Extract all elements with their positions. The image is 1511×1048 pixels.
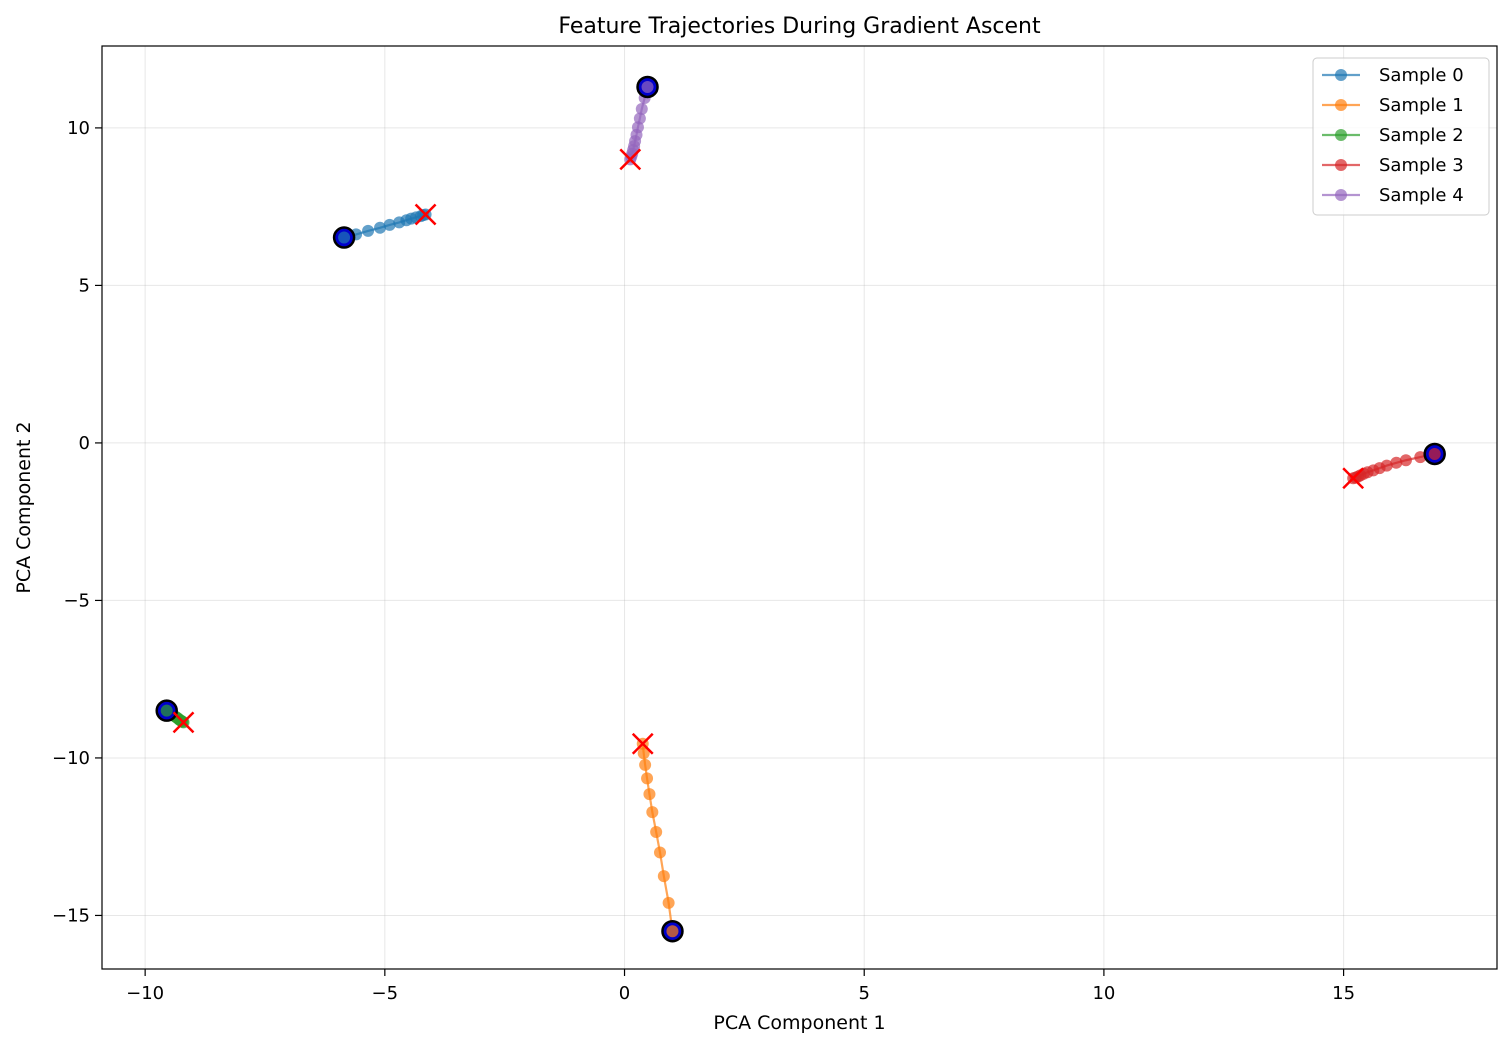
end-marker-stroke [1342,467,1365,490]
y-tick-label: 10 [67,118,90,139]
start-marker [1423,442,1446,466]
end-marker [414,203,437,226]
x-tick-label: 5 [858,983,869,1004]
end-marker-stroke [414,203,437,226]
x-tick-label: 10 [1092,983,1115,1004]
y-tick-label: 0 [79,433,90,454]
legend-marker [1335,159,1347,171]
y-tick-label: −10 [52,748,90,769]
x-tick-label: 0 [619,983,630,1004]
x-tick-label: 15 [1332,983,1355,1004]
data-point [641,772,654,785]
legend-item: Sample 1 [1322,95,1464,116]
legend-box [1312,57,1490,216]
y-tick-label: −15 [52,905,90,926]
start-point [666,925,679,938]
start-marker [636,75,659,99]
legend-item: Sample 2 [1322,125,1464,146]
legend-item: Sample 4 [1322,185,1464,206]
data-point [646,806,659,819]
axis-ticks: −10 −5 0 5 10 15 −15 −10 −5 0 5 10 [52,118,1355,1004]
end-marker-stroke [619,148,642,171]
legend-marker [1335,69,1347,81]
data-point [374,221,387,234]
data-point [1390,456,1403,469]
end-marker-stroke [172,711,195,734]
data-point [650,825,663,838]
legend-label: Sample 2 [1379,125,1464,146]
data-point [639,758,652,771]
data-point [662,896,675,909]
legend-item: Sample 3 [1322,155,1464,176]
data-point [383,218,396,231]
chart-title: Feature Trajectories During Gradient Asc… [558,14,1041,39]
legend-label: Sample 1 [1379,95,1464,116]
data-point [643,788,656,801]
data-point [637,747,650,760]
start-marker [661,919,684,943]
data-point [362,224,375,237]
x-tick-label: −10 [126,983,164,1004]
start-marker [332,226,356,249]
start-point [1428,447,1441,460]
y-tick-label: 5 [79,275,90,296]
legend-marker [1335,189,1347,201]
y-axis-label: PCA Component 2 [13,421,35,593]
legend: Sample 0 Sample 1 Sample 2 Sample 3 Sample 4 [1312,57,1490,216]
legend-marker [1335,99,1347,111]
data-point [635,103,648,116]
x-axis-label: PCA Component 1 [713,1012,885,1034]
series-1 [636,737,679,938]
legend-label: Sample 0 [1379,65,1464,86]
end-marker [631,732,654,755]
legend-item: Sample 0 [1322,65,1464,86]
axes-frame [101,45,1498,970]
start-point [338,231,351,244]
data-point [1414,451,1427,464]
end-marker [172,711,195,734]
legend-marker [1335,129,1347,141]
legend-label: Sample 3 [1379,155,1464,176]
y-tick-label: −5 [63,590,90,611]
legend-label: Sample 4 [1379,185,1464,206]
end-marker-stroke [631,732,654,755]
end-marker [1342,467,1365,490]
data-point [1399,454,1412,467]
x-tick-label: −5 [372,983,399,1004]
start-marker [155,699,178,722]
data-point [654,846,666,859]
end-marker [619,148,642,171]
series-4 [624,80,654,166]
data-point [657,870,670,883]
start-point [641,80,654,93]
trajectory-markers [155,75,1446,943]
start-point [160,704,173,717]
